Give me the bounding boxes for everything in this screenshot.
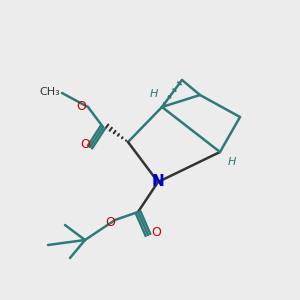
Text: CH₃: CH₃ xyxy=(40,87,60,97)
Text: H: H xyxy=(228,157,236,167)
Text: O: O xyxy=(105,217,115,230)
Text: O: O xyxy=(80,139,90,152)
Text: O: O xyxy=(76,100,86,112)
Text: N: N xyxy=(152,175,164,190)
Text: O: O xyxy=(151,226,161,239)
Text: H: H xyxy=(150,89,158,99)
